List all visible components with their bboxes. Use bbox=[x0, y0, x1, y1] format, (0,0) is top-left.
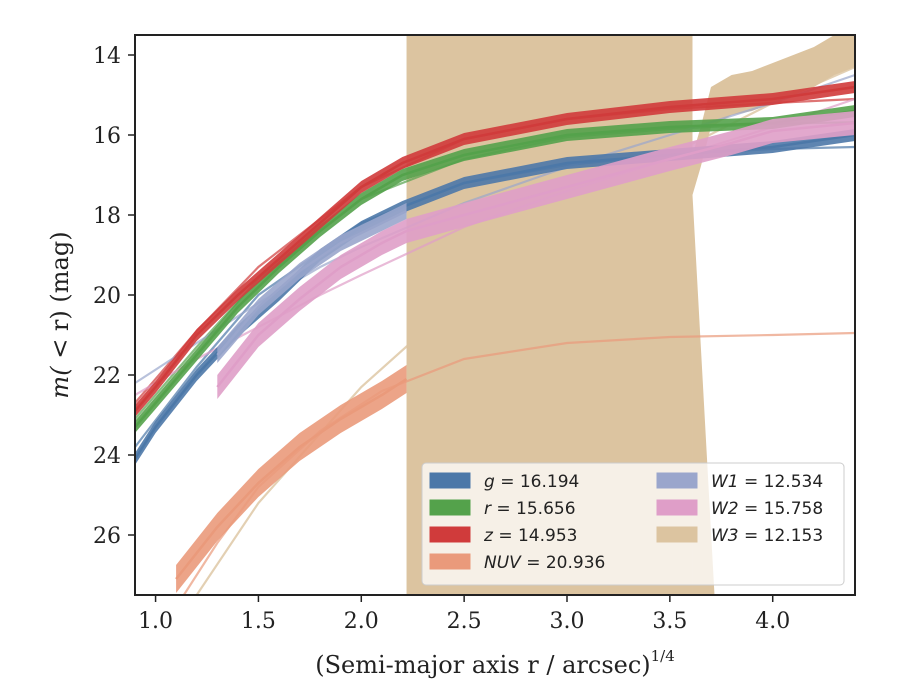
x-tick-label: 2.5 bbox=[447, 609, 482, 634]
z-line bbox=[135, 85, 855, 412]
y-tick-label: 20 bbox=[93, 284, 121, 309]
legend-swatch-w2 bbox=[656, 499, 698, 516]
y-tick-label: 22 bbox=[93, 364, 121, 389]
x-tick-label: 1.5 bbox=[241, 609, 276, 634]
legend-swatch-nuv bbox=[429, 553, 471, 570]
w3-model-line bbox=[195, 65, 855, 595]
legend-swatch-w1 bbox=[656, 472, 698, 489]
legend-label-nuv: NUV = 20.936 bbox=[484, 553, 605, 573]
y-tick-label: 26 bbox=[93, 524, 121, 549]
nuv-line bbox=[175, 377, 408, 580]
x-tick-label: 1.0 bbox=[138, 609, 173, 634]
legend-swatch-r bbox=[429, 499, 471, 516]
x-tick-label: 2.0 bbox=[344, 609, 379, 634]
w1-line bbox=[216, 209, 408, 356]
x-tick-label: 3.5 bbox=[652, 609, 687, 634]
y-axis-title: m( < r) (mag) bbox=[46, 231, 74, 398]
nuv-band bbox=[176, 365, 407, 593]
legend-label-z: z = 14.953 bbox=[483, 526, 577, 546]
legend-label-g: g = 16.194 bbox=[484, 472, 579, 492]
legend-label-w3: W3 = 12.153 bbox=[711, 526, 823, 546]
legend-swatch-z bbox=[429, 526, 471, 543]
x-tick-label: 3.0 bbox=[550, 609, 585, 634]
x-axis: 1.0 1.5 2.0 2.5 3.0 3.5 4.0 bbox=[138, 595, 790, 634]
r-band bbox=[135, 105, 855, 433]
legend-label-w2: W2 = 15.758 bbox=[711, 499, 823, 519]
y-tick-label: 18 bbox=[93, 204, 121, 229]
y-tick-label: 24 bbox=[93, 444, 121, 469]
plot-frame bbox=[134, 34, 856, 596]
y-tick-label: 14 bbox=[93, 44, 121, 69]
r-line bbox=[135, 109, 855, 428]
x-axis-title: (Semi-major axis r / arcsec)1/4 bbox=[315, 647, 675, 679]
x-tick-label: 4.0 bbox=[755, 609, 790, 634]
legend: g = 16.194 r = 15.656 z = 14.953 NUV = 20.9… bbox=[421, 462, 845, 586]
y-tick-label: 16 bbox=[93, 124, 121, 149]
legend-label-r: r = 15.656 bbox=[484, 499, 576, 519]
y-axis: 14 16 18 20 22 24 26 bbox=[93, 44, 135, 549]
legend-swatch-w3 bbox=[656, 526, 698, 543]
w2-band bbox=[217, 111, 855, 399]
legend-box bbox=[421, 462, 845, 586]
w2-line bbox=[216, 121, 855, 388]
legend-label-w1: W1 = 12.534 bbox=[711, 472, 823, 492]
legend-swatch-g bbox=[429, 472, 471, 489]
